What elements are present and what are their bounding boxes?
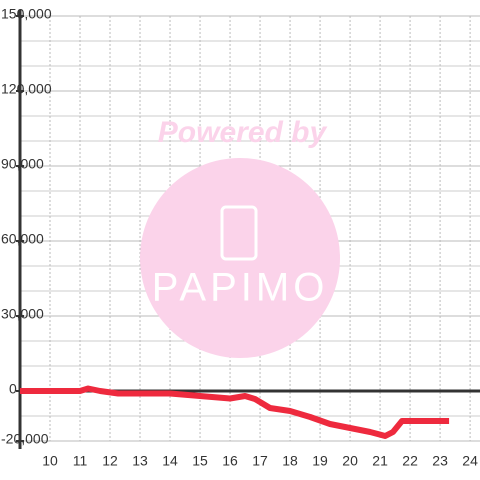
x-tick-label: 12 <box>102 453 118 469</box>
x-tick-label: 10 <box>42 453 58 469</box>
line <box>20 385 450 439</box>
x-tick-label: 22 <box>402 453 418 469</box>
x-tick-label: 18 <box>282 453 298 469</box>
x-tick-label: 17 <box>252 453 268 469</box>
y-tick-label: 120,000 <box>1 81 52 97</box>
x-tick-label: 14 <box>162 453 178 469</box>
x-tick-label: 19 <box>312 453 328 469</box>
x-tick-label: 11 <box>73 453 88 469</box>
x-tick-label: 16 <box>222 453 238 469</box>
watermark-logo: PAPIMO <box>152 266 329 310</box>
y-tick-label: 30,000 <box>1 306 44 322</box>
y-tick-label: 60,000 <box>1 231 44 247</box>
x-tick-label: 21 <box>372 453 388 469</box>
y-tick-label: 150,000 <box>1 6 52 22</box>
watermark-text: Powered by <box>158 116 328 149</box>
y-tick-label: 90,000 <box>1 156 44 172</box>
x-tick-label: 20 <box>342 453 358 469</box>
y-tick-label: -20,000 <box>1 431 49 447</box>
x-tick-label: 15 <box>192 453 208 469</box>
watermark-phone <box>220 205 258 261</box>
y-tick-label: 0 <box>9 381 17 397</box>
x-tick-label: 13 <box>132 453 148 469</box>
x-tick-label: 23 <box>432 453 448 469</box>
x-tick-label: 24 <box>462 453 478 469</box>
